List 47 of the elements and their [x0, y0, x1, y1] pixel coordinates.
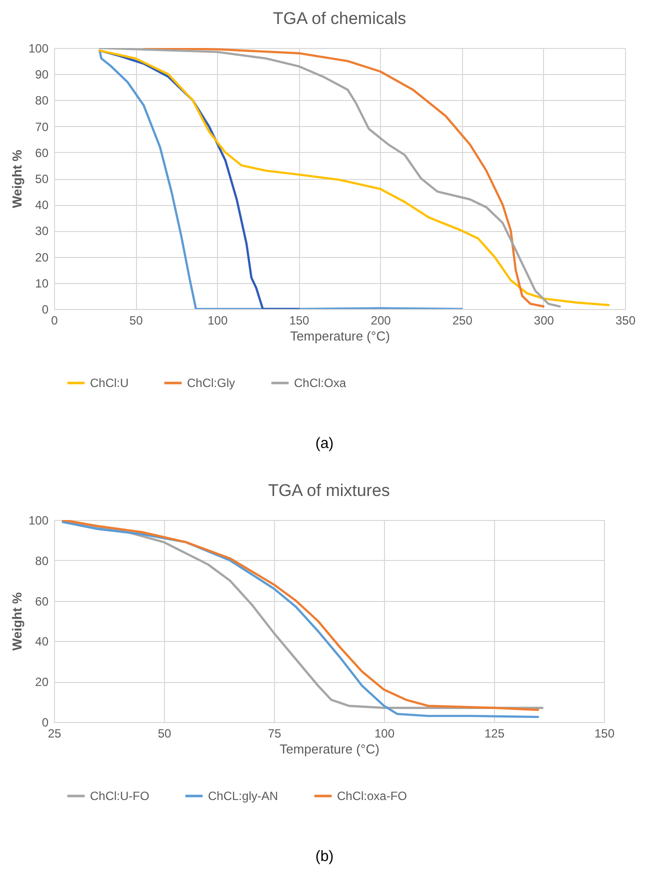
y-tick-label: 100 [28, 42, 49, 56]
x-tick-label: 100 [374, 726, 395, 740]
legend-label: ChCl:U [90, 376, 129, 390]
x-tick-label: 75 [268, 726, 282, 740]
x-axis-title: Temperature (°C) [290, 328, 390, 344]
y-axis-title: Weight % [9, 592, 24, 651]
y-tick-label: 50 [35, 172, 49, 186]
x-tick-label: 50 [158, 726, 172, 740]
y-tick-label: 80 [35, 94, 49, 108]
x-tick-label: 300 [534, 314, 554, 328]
text: (b) [314, 848, 335, 865]
chart-title: TGA of chemicals [272, 9, 406, 28]
x-tick-label: 350 [615, 314, 636, 328]
x-tick-label: 250 [452, 314, 473, 328]
y-tick-label: 10 [35, 276, 49, 290]
y-tick-label: 40 [35, 198, 49, 212]
y-tick-label: 20 [35, 250, 49, 264]
y-tick-label: 20 [35, 675, 49, 690]
x-tick-label: 150 [289, 314, 310, 328]
chart-title: TGA of mixtures [268, 481, 390, 500]
y-tick-label: 80 [35, 554, 49, 568]
y-tick-label: 0 [42, 716, 49, 730]
x-tick-label: 150 [594, 726, 615, 740]
legend-label: ChCl:Oxa [294, 376, 346, 390]
legend-label: ChCL:gly-AN [208, 789, 278, 803]
x-tick-label: 50 [129, 314, 144, 328]
y-tick-label: 60 [35, 594, 49, 608]
y-tick-label: 100 [28, 514, 49, 528]
legend-label: ChCl:Gly [187, 376, 236, 390]
line-series [98, 50, 463, 309]
legend-label: ChCl:oxa-FO [337, 789, 408, 803]
y-tick-label: 30 [35, 224, 49, 238]
legend-label: ChCl:U-FO [90, 789, 150, 803]
y-tick-label: 40 [35, 634, 49, 649]
text: (a) [314, 435, 335, 452]
x-tick-label: 25 [48, 726, 62, 740]
y-tick-label: 0 [42, 302, 49, 316]
x-tick-label: 200 [370, 314, 392, 328]
x-tick-label: 0 [51, 314, 58, 328]
line-series [98, 50, 300, 309]
y-tick-label: 70 [35, 120, 49, 134]
x-tick-label: 125 [484, 726, 505, 740]
y-tick-label: 60 [35, 146, 49, 160]
y-axis-title: Weight % [9, 149, 24, 208]
y-tick-label: 90 [35, 68, 49, 82]
x-tick-label: 100 [208, 314, 228, 328]
x-axis-title: Temperature (°C) [280, 742, 380, 756]
